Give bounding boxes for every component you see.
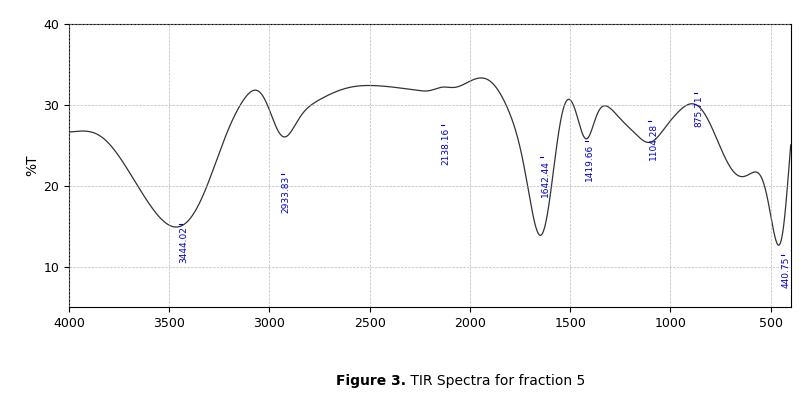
Text: 2933.83: 2933.83 bbox=[281, 176, 290, 213]
Text: TIR Spectra for fraction 5: TIR Spectra for fraction 5 bbox=[406, 374, 585, 388]
Text: 1419.66: 1419.66 bbox=[586, 143, 594, 181]
Text: 2138.16: 2138.16 bbox=[441, 127, 450, 165]
Y-axis label: %T: %T bbox=[25, 155, 39, 176]
Text: 3444.02: 3444.02 bbox=[179, 226, 188, 263]
Text: Figure 3.: Figure 3. bbox=[336, 374, 406, 388]
Text: 875.71: 875.71 bbox=[694, 95, 703, 126]
Text: 440.75: 440.75 bbox=[782, 257, 791, 288]
Text: 1104.28: 1104.28 bbox=[649, 123, 658, 160]
Text: 1642.44: 1642.44 bbox=[541, 160, 550, 197]
